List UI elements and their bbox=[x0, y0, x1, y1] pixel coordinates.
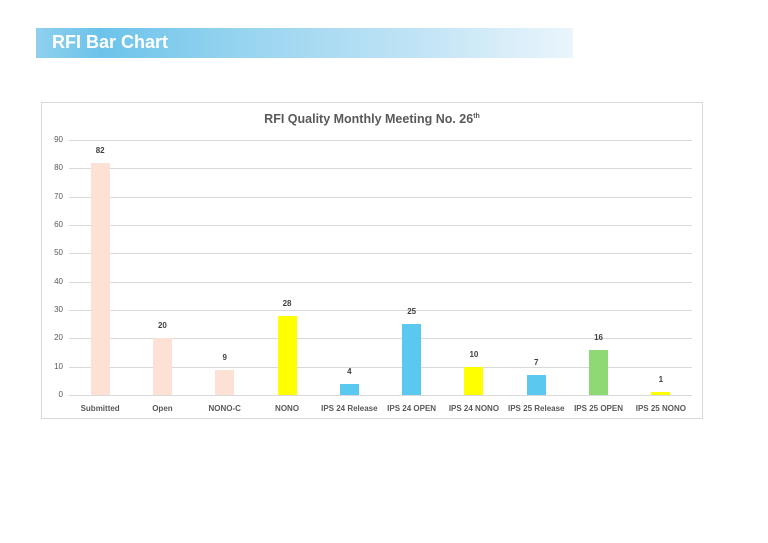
gridline bbox=[69, 140, 692, 141]
y-tick-label: 40 bbox=[54, 276, 63, 286]
gridline bbox=[69, 281, 692, 283]
data-label: 7 bbox=[534, 358, 539, 368]
x-tick-label: NONO-C bbox=[208, 404, 241, 413]
bar bbox=[402, 324, 422, 395]
bar bbox=[152, 338, 172, 395]
x-tick-label: NONO bbox=[275, 404, 300, 413]
gridline bbox=[69, 168, 692, 170]
data-label: 9 bbox=[222, 352, 227, 362]
bar-chart: RFI Quality Monthly Meeting No. 26th 0 10… bbox=[41, 102, 703, 419]
data-label: 20 bbox=[157, 321, 167, 331]
y-tick-label: 70 bbox=[54, 191, 63, 201]
gridline bbox=[69, 253, 692, 255]
y-tick-label: 60 bbox=[54, 220, 63, 229]
x-tick-label: IPS 24 NONO bbox=[448, 404, 500, 413]
data-label: 25 bbox=[407, 307, 417, 317]
data-label: 28 bbox=[282, 298, 292, 308]
bar bbox=[277, 315, 297, 395]
y-tick-label: 0 bbox=[58, 390, 63, 399]
y-tick-label: 50 bbox=[54, 248, 63, 258]
gridline bbox=[69, 310, 692, 311]
gridline bbox=[69, 225, 692, 226]
plot-area: 0 10 20 30 40 50 60 70 80 90 82 Submitted 20 Open 9 NON… bbox=[54, 135, 692, 413]
bar bbox=[526, 375, 546, 395]
data-label: 4 bbox=[347, 366, 352, 376]
page-title: RFI Bar Chart bbox=[52, 32, 169, 52]
bar bbox=[464, 366, 484, 395]
x-tick-label: IPS 25 OPEN bbox=[574, 404, 623, 413]
bar bbox=[651, 392, 671, 395]
y-tick-label: 30 bbox=[54, 305, 63, 314]
bar bbox=[339, 383, 359, 395]
data-label: 16 bbox=[594, 332, 603, 342]
x-tick-label: IPS 24 Release bbox=[321, 404, 378, 413]
y-tick-label: 10 bbox=[54, 361, 63, 371]
x-tick-label: IPS 24 OPEN bbox=[387, 404, 437, 413]
bar bbox=[90, 162, 110, 395]
data-label: 1 bbox=[658, 375, 664, 385]
x-tick-label: IPS 25 Release bbox=[508, 404, 565, 413]
x-tick-label: Submitted bbox=[80, 404, 120, 413]
x-tick-label: Open bbox=[152, 404, 173, 413]
gridline bbox=[69, 366, 692, 368]
data-label: 10 bbox=[469, 349, 479, 359]
y-tick-label: 90 bbox=[54, 135, 63, 144]
gridline bbox=[69, 196, 692, 198]
gridline bbox=[69, 338, 692, 340]
gridline bbox=[69, 395, 692, 396]
chart-title: RFI Quality Monthly Meeting No. 26th bbox=[264, 112, 480, 126]
page-banner: RFI Bar Chart bbox=[36, 28, 573, 58]
y-tick-label: 20 bbox=[54, 333, 63, 343]
x-tick-label: IPS 25 NONO bbox=[635, 404, 686, 413]
bar bbox=[215, 369, 235, 395]
data-label: 82 bbox=[95, 145, 105, 155]
y-tick-label: 80 bbox=[54, 163, 63, 173]
bar bbox=[589, 349, 609, 395]
